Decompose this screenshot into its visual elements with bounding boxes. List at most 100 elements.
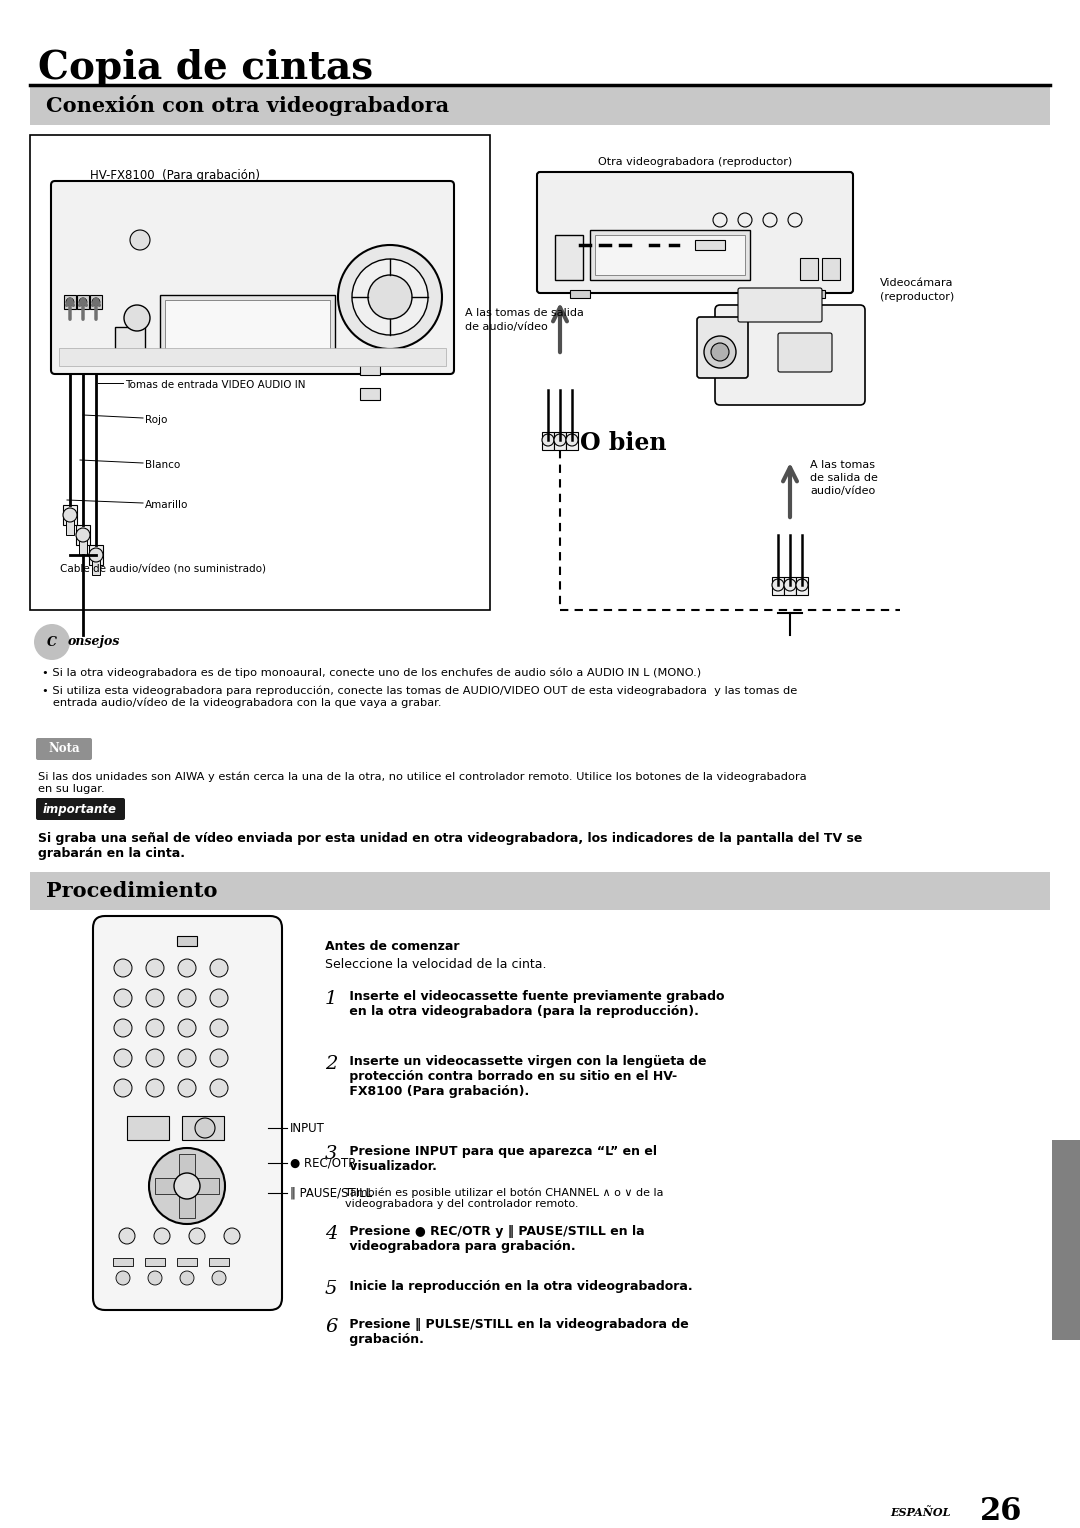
FancyBboxPatch shape [778,333,832,371]
Circle shape [762,212,777,228]
Bar [90,295,102,309]
Circle shape [210,1050,228,1067]
Bar [79,539,87,555]
Bar [566,432,578,451]
Bar [114,327,145,354]
Bar [30,87,1050,125]
Circle shape [210,1019,228,1038]
Circle shape [114,1079,132,1097]
Text: Presione ● REC/OTR y ‖ PAUSE/STILL en la
 videograbadora para grabación.: Presione ● REC/OTR y ‖ PAUSE/STILL en la… [345,1225,645,1253]
FancyBboxPatch shape [36,738,92,759]
Text: Conexión con otra videograbadora: Conexión con otra videograbadora [46,95,449,116]
Circle shape [146,1019,164,1038]
Bar [77,295,89,309]
Text: onsejos: onsejos [68,636,120,648]
FancyBboxPatch shape [715,306,865,405]
Circle shape [713,212,727,228]
Circle shape [154,1229,170,1244]
Text: A las tomas
de salida de
audio/vídeo: A las tomas de salida de audio/vídeo [810,460,878,497]
Text: Antes de comenzar: Antes de comenzar [325,940,459,953]
Text: Si graba una señal de vídeo enviada por esta unidad en otra videograbadora, los : Si graba una señal de vídeo enviada por … [38,833,862,860]
Text: Videocámara
(reproductor): Videocámara (reproductor) [880,278,955,301]
FancyBboxPatch shape [537,173,853,293]
Text: Presione INPUT para que aparezca “L” en el
 visualizador.: Presione INPUT para que aparezca “L” en … [345,1144,657,1174]
Bar [822,258,840,280]
Bar [59,348,446,367]
Text: Procedimiento: Procedimiento [46,882,217,902]
Text: Otra videograbadora (reproductor): Otra videograbadora (reproductor) [598,157,792,167]
Bar [1052,1140,1080,1340]
Circle shape [116,1271,130,1285]
Circle shape [92,298,100,306]
Text: C: C [48,636,57,648]
FancyArrow shape [179,1186,195,1218]
Circle shape [89,549,103,562]
Circle shape [114,960,132,976]
Bar [590,231,750,280]
Bar [145,1258,165,1267]
Circle shape [146,1079,164,1097]
Circle shape [114,1019,132,1038]
Bar [177,937,197,946]
Bar [210,1258,229,1267]
Bar [805,290,825,298]
Bar [160,295,335,354]
Circle shape [338,244,442,348]
Text: Inicie la reproducción en la otra videograbadora.: Inicie la reproducción en la otra videog… [345,1280,692,1293]
Text: • Si la otra videograbadora es de tipo monoaural, conecte uno de los enchufes de: • Si la otra videograbadora es de tipo m… [42,668,701,678]
FancyBboxPatch shape [93,915,282,1309]
Circle shape [114,1050,132,1067]
Bar [177,1258,197,1267]
Bar [183,1115,224,1140]
Circle shape [796,579,808,591]
Circle shape [148,1271,162,1285]
Text: 1: 1 [325,990,337,1008]
Text: 6: 6 [325,1319,337,1335]
Circle shape [178,1050,195,1067]
Circle shape [76,529,90,542]
Bar [696,240,725,251]
Text: Copia de cintas: Copia de cintas [38,49,373,87]
Bar [63,504,77,526]
Bar [784,578,796,594]
Text: INPUT: INPUT [291,1122,325,1134]
Bar [165,299,330,350]
Bar [570,290,590,298]
Text: 26: 26 [980,1496,1023,1528]
Circle shape [554,434,566,446]
Circle shape [368,275,411,319]
Text: Seleccione la velocidad de la cinta.: Seleccione la velocidad de la cinta. [325,958,546,970]
Bar [76,526,90,545]
Circle shape [66,298,75,306]
Text: Nota: Nota [49,743,80,755]
Circle shape [180,1271,194,1285]
Bar [360,364,380,374]
FancyBboxPatch shape [51,180,454,374]
Circle shape [114,989,132,1007]
Circle shape [772,579,784,591]
FancyArrow shape [179,1154,195,1186]
Circle shape [119,1229,135,1244]
Text: Amarillo: Amarillo [145,500,188,510]
Circle shape [149,1148,225,1224]
Text: importante: importante [43,802,117,816]
Text: Presione ‖ PULSE/STILL en la videograbadora de
 grabación.: Presione ‖ PULSE/STILL en la videograbad… [345,1319,689,1346]
Circle shape [79,298,87,306]
FancyArrow shape [187,1178,219,1193]
FancyBboxPatch shape [738,287,822,322]
Text: ● REC/OTR: ● REC/OTR [291,1157,356,1169]
Bar [555,235,583,280]
Circle shape [178,989,195,1007]
Bar [595,235,745,275]
Circle shape [130,231,150,251]
Text: Rojo: Rojo [145,416,167,425]
Text: Inserte el videocassette fuente previamente grabado
 en la otra videograbadora (: Inserte el videocassette fuente previame… [345,990,725,1018]
Text: 4: 4 [325,1225,337,1242]
Text: Inserte un videocassette virgen con la lengüeta de
 protección contra borrado en: Inserte un videocassette virgen con la l… [345,1054,706,1099]
Circle shape [704,336,735,368]
Text: Si las dos unidades son AIWA y están cerca la una de la otra, no utilice el cont: Si las dos unidades son AIWA y están cer… [38,772,807,795]
Text: ESPAÑOL: ESPAÑOL [890,1507,950,1517]
Text: HV-FX8100  (Para grabación): HV-FX8100 (Para grabación) [90,170,260,182]
Bar [92,559,100,575]
Bar [127,1115,168,1140]
